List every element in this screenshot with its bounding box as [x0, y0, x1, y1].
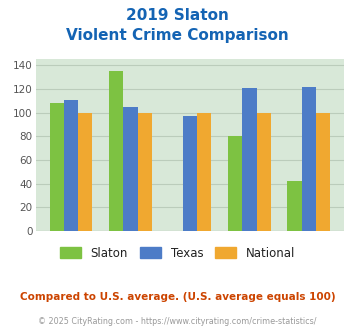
Text: Violent Crime Comparison: Violent Crime Comparison — [66, 28, 289, 43]
Bar — [257, 113, 271, 231]
Bar — [228, 136, 242, 231]
Bar — [288, 181, 302, 231]
Text: Compared to U.S. average. (U.S. average equals 100): Compared to U.S. average. (U.S. average … — [20, 292, 335, 302]
Bar — [242, 88, 257, 231]
Bar — [109, 71, 123, 231]
Bar — [197, 113, 211, 231]
Text: 2019 Slaton: 2019 Slaton — [126, 8, 229, 23]
Bar — [64, 100, 78, 231]
Bar — [78, 113, 92, 231]
Bar — [316, 113, 330, 231]
Bar — [123, 107, 138, 231]
Bar — [183, 116, 197, 231]
Bar — [302, 86, 316, 231]
Text: © 2025 CityRating.com - https://www.cityrating.com/crime-statistics/: © 2025 CityRating.com - https://www.city… — [38, 317, 317, 326]
Legend: Slaton, Texas, National: Slaton, Texas, National — [60, 247, 295, 260]
Bar — [138, 113, 152, 231]
Bar — [50, 103, 64, 231]
